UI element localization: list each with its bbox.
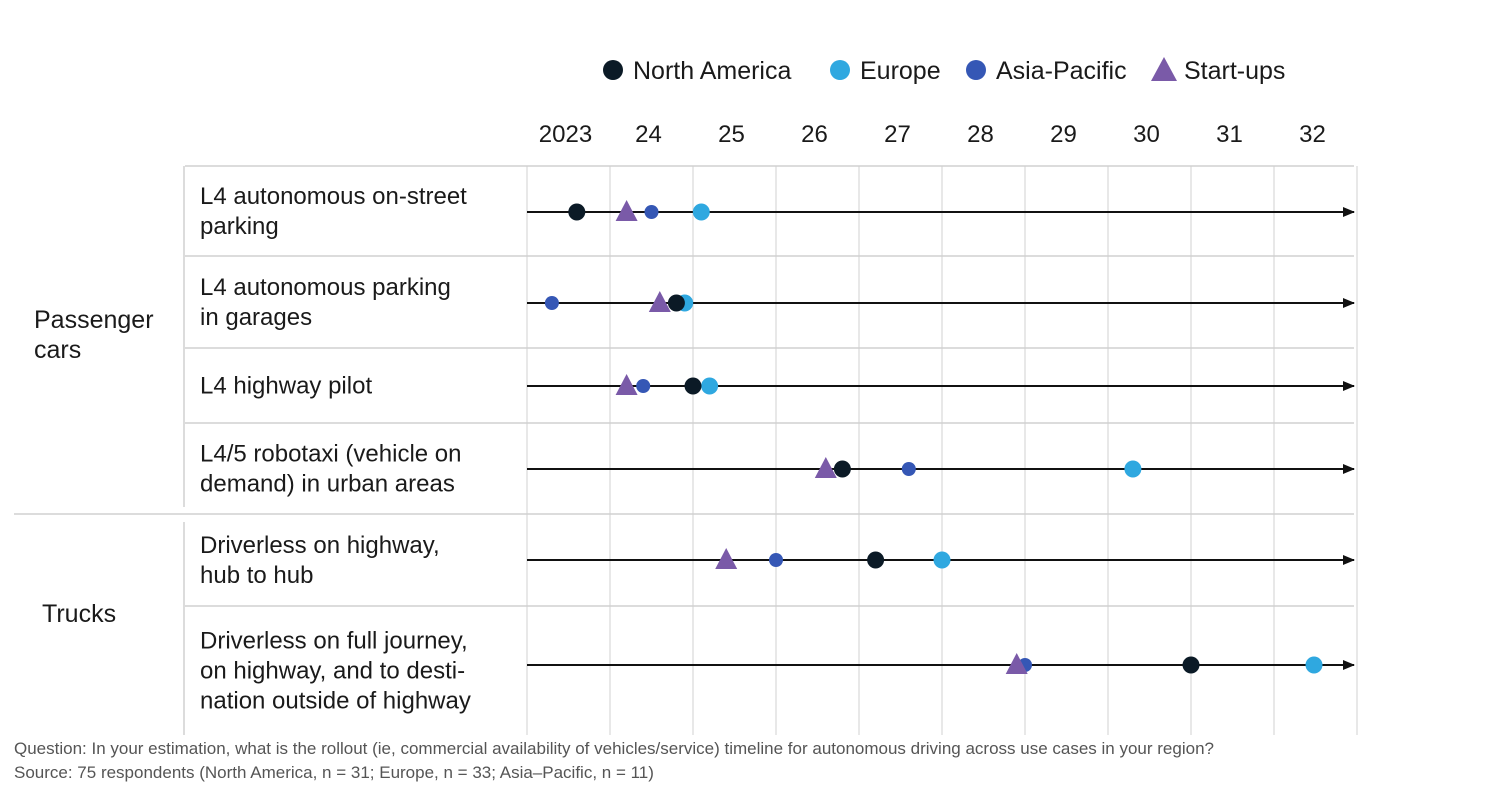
- source-footnote: Source: 75 respondents (North America, n…: [14, 763, 654, 782]
- legend-marker: [603, 60, 623, 80]
- legend-label: North America: [633, 57, 791, 85]
- row-label: nation outside of highway: [200, 688, 471, 715]
- x-tick-label: 25: [718, 121, 745, 148]
- row-l4-highway-pilot: L4 highway pilot: [200, 373, 1355, 400]
- row-label: L4 autonomous on-street: [200, 183, 467, 210]
- legend-item-asia-pacific: Asia-Pacific: [966, 57, 1127, 85]
- marker-europe: [701, 377, 719, 395]
- marker-north-america: [684, 377, 702, 395]
- x-tick-label: 26: [801, 121, 828, 148]
- marker-europe: [1305, 656, 1323, 674]
- group-label: Trucks: [42, 600, 116, 628]
- marker-north-america: [867, 551, 885, 569]
- legend-label: Start-ups: [1184, 57, 1285, 85]
- row-label: L4 highway pilot: [200, 373, 372, 400]
- group-label: Passenger: [34, 306, 154, 334]
- marker-north-america: [1182, 656, 1200, 674]
- legend-marker: [830, 60, 850, 80]
- row-l4-autonomous-on-street-parking: L4 autonomous on-street parking: [200, 183, 1355, 240]
- marker-start-ups: [814, 457, 837, 478]
- x-axis-ticks: 2023 24 25 26 27 28 29 30 31 32: [539, 121, 1326, 148]
- row-l4-5-robotaxi-vehicle-on-demand-in-urban-areas: L4/5 robotaxi (vehicle on demand) in urba…: [200, 441, 1355, 498]
- marker-start-ups: [615, 374, 638, 395]
- marker-europe: [933, 551, 951, 569]
- marker-asia-pacific: [636, 379, 651, 393]
- marker-north-america: [833, 460, 851, 478]
- question-footnote: Question: In your estimation, what is th…: [14, 739, 1214, 758]
- x-tick-label: 29: [1050, 121, 1077, 148]
- chart-legend: North America Europe Asia-Pacific Start-ups: [603, 57, 1285, 85]
- row-label: parking: [200, 213, 279, 240]
- legend-item-europe: Europe: [830, 57, 941, 85]
- chart-grid: [14, 165, 1358, 735]
- row-label: L4 autonomous parking: [200, 274, 451, 301]
- legend-marker: [1151, 57, 1177, 81]
- row-label: demand) in urban areas: [200, 471, 455, 498]
- row-label: in garages: [200, 304, 312, 331]
- marker-start-ups: [1005, 653, 1028, 674]
- row-label: Driverless on highway,: [200, 532, 440, 559]
- marker-start-ups: [715, 548, 738, 569]
- marker-start-ups: [615, 200, 638, 221]
- marker-north-america: [568, 203, 586, 221]
- marker-asia-pacific: [769, 553, 783, 567]
- row-l4-autonomous-parking-in-garages: L4 autonomous parking in garages: [200, 274, 1355, 331]
- legend-label: Asia-Pacific: [996, 57, 1127, 85]
- x-tick-label: 24: [635, 121, 662, 148]
- legend-label: Europe: [860, 57, 941, 85]
- marker-start-ups: [648, 291, 671, 312]
- row-driverless-on-highway-hub-to-hub: Driverless on highway, hub to hub: [200, 532, 1355, 589]
- group-trucks: Trucks: [42, 600, 116, 628]
- marker-europe: [692, 203, 710, 221]
- marker-north-america: [667, 294, 685, 312]
- x-tick-label: 30: [1133, 121, 1160, 148]
- group-label: cars: [34, 336, 81, 364]
- marker-asia-pacific: [901, 462, 916, 476]
- x-tick-label: 27: [884, 121, 911, 148]
- x-tick-label: 31: [1216, 121, 1243, 148]
- marker-asia-pacific: [644, 205, 659, 219]
- legend-item-start-ups: Start-ups: [1151, 57, 1285, 85]
- row-label: L4/5 robotaxi (vehicle on: [200, 441, 462, 468]
- row-driverless-on-full-journey-on-highway-and-to-desti-nation-outside-of-highway: Driverless on full journey, on highway, a…: [200, 628, 1355, 715]
- row-label: hub to hub: [200, 562, 313, 589]
- marker-asia-pacific: [544, 296, 559, 310]
- x-tick-label: 28: [967, 121, 994, 148]
- x-tick-label: 32: [1299, 121, 1326, 148]
- legend-item-north-america: North America: [603, 57, 791, 85]
- row-label: on highway, and to desti-: [200, 658, 465, 685]
- x-tick-label: 2023: [539, 121, 592, 148]
- legend-marker: [966, 60, 986, 80]
- row-label: Driverless on full journey,: [200, 628, 468, 655]
- marker-europe: [1124, 460, 1142, 478]
